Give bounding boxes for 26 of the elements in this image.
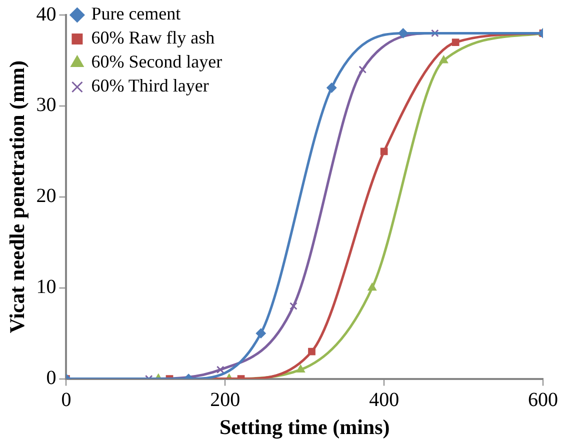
legend-label: 60% Second layer [91, 52, 222, 72]
x-axis-title: Setting time (mins) [219, 414, 390, 439]
y-axis-title: Vicat needle penetration (mm) [5, 60, 30, 334]
point [296, 364, 306, 372]
y-tick-label: 0 [46, 367, 56, 390]
point [398, 28, 408, 38]
point [358, 66, 367, 74]
point [368, 282, 377, 291]
point [380, 148, 388, 156]
point [256, 328, 266, 338]
y-tick-label: 40 [36, 3, 56, 26]
point [439, 55, 448, 64]
legend-label: 60% Raw fly ash [91, 28, 215, 48]
point [290, 302, 298, 310]
legend-label: 60% Third layer [91, 76, 209, 96]
y-tick-label: 20 [36, 185, 56, 208]
y-tick-label: 30 [36, 94, 56, 116]
x-tick-label: 200 [210, 389, 240, 412]
point [326, 82, 337, 93]
y-tick-label: 10 [36, 276, 56, 298]
point [452, 38, 460, 46]
point [430, 29, 439, 38]
x-tick-label: 0 [61, 389, 72, 412]
x-tick-label: 600 [528, 389, 558, 412]
legend-label: Pure cement [91, 4, 181, 24]
x-tick-label: 400 [369, 389, 400, 412]
